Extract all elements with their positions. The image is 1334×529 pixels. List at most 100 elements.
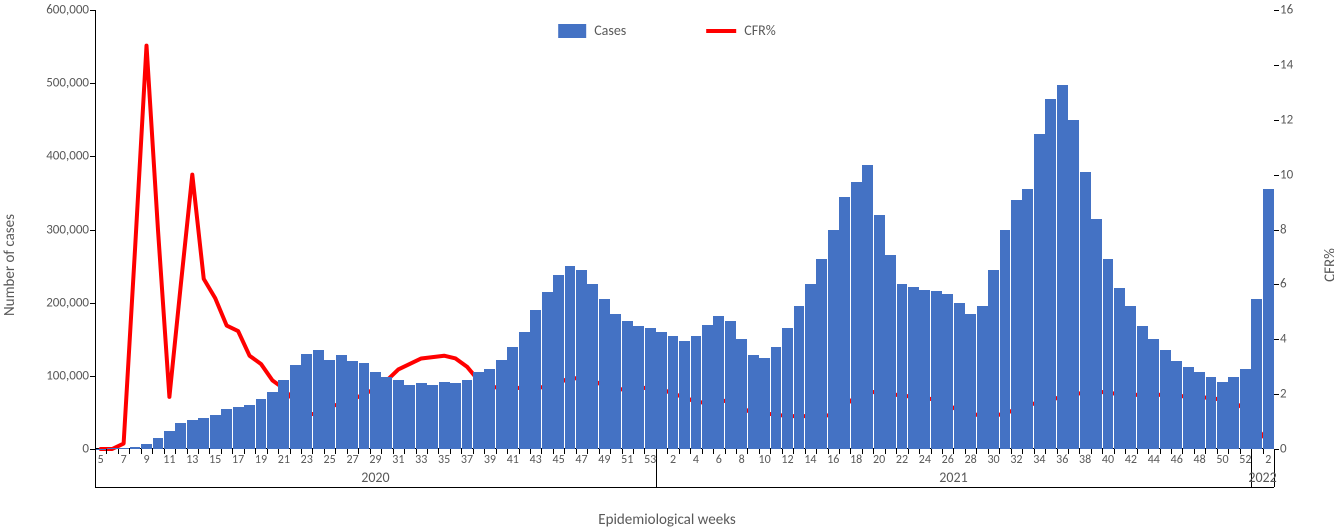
x-tick-mark: [564, 449, 565, 454]
y1-tick-label: 100,000: [46, 368, 95, 383]
x-tick-label: 25: [324, 449, 336, 467]
case-bar: [1045, 99, 1056, 449]
x-tick-label: 4: [693, 449, 699, 467]
case-bar: [301, 354, 312, 449]
x-tick-label: 50: [1216, 449, 1228, 467]
case-bar: [107, 448, 118, 449]
case-bar: [874, 215, 885, 449]
case-bar: [416, 383, 427, 449]
x-tick-label: 26: [942, 449, 954, 467]
x-tick-mark: [770, 449, 771, 454]
case-bar: [1011, 200, 1022, 449]
x-tick-mark: [198, 449, 199, 454]
case-bar: [759, 358, 770, 449]
case-bar: [1228, 377, 1239, 449]
case-bar: [530, 310, 541, 449]
y2-tick-mark: [1274, 339, 1279, 340]
x-tick-label: 44: [1148, 449, 1160, 467]
case-bar: [542, 292, 553, 449]
case-bar: [336, 355, 347, 449]
x-tick-mark: [427, 449, 428, 454]
x-tick-label: 21: [278, 449, 290, 467]
x-tick-label: 17: [232, 449, 244, 467]
case-bar: [965, 314, 976, 449]
x-tick-mark: [976, 449, 977, 454]
case-bar: [851, 182, 862, 449]
x-tick-mark: [908, 449, 909, 454]
y1-tick-label: 600,000: [46, 3, 95, 18]
x-tick-mark: [541, 449, 542, 454]
case-bar: [290, 365, 301, 449]
x-tick-label: 7: [121, 449, 127, 467]
case-bar: [267, 392, 278, 449]
case-bar: [587, 284, 598, 449]
y1-tick-mark: [90, 83, 95, 84]
case-bar: [713, 316, 724, 449]
case-bar: [668, 336, 679, 449]
case-bar: [187, 420, 198, 449]
x-group-baseline: [95, 487, 1274, 488]
case-bar: [324, 360, 335, 449]
x-tick-label: 32: [1010, 449, 1022, 467]
case-bar: [1057, 85, 1068, 449]
case-bar: [130, 447, 141, 449]
case-bar: [1034, 134, 1045, 449]
case-bar: [462, 380, 473, 450]
case-bar: [610, 314, 621, 449]
case-bar: [805, 284, 816, 449]
x-tick-label: 15: [209, 449, 221, 467]
case-bar: [221, 409, 232, 449]
x-tick-label: 29: [369, 449, 381, 467]
case-bar: [691, 336, 702, 449]
case-bar: [313, 350, 324, 449]
case-bar: [484, 369, 495, 449]
case-bar: [679, 341, 690, 449]
case-bar: [473, 372, 484, 449]
y2-tick-mark: [1274, 65, 1279, 66]
case-bar: [1171, 361, 1182, 449]
x-tick-label: 28: [965, 449, 977, 467]
case-bar: [1068, 120, 1079, 449]
x-tick-label: 33: [415, 449, 427, 467]
x-tick-mark: [610, 449, 611, 454]
x-tick-label: 45: [552, 449, 564, 467]
y1-tick-mark: [90, 10, 95, 11]
case-bar: [347, 361, 358, 449]
x-tick-mark: [450, 449, 451, 454]
y2-tick-mark: [1274, 284, 1279, 285]
x-tick-label: 22: [896, 449, 908, 467]
x-tick-mark: [221, 449, 222, 454]
case-bar: [164, 431, 175, 449]
x-tick-label: 37: [461, 449, 473, 467]
case-bar: [256, 399, 267, 449]
case-bar: [1183, 367, 1194, 449]
case-bar: [1148, 339, 1159, 449]
x-tick-mark: [267, 449, 268, 454]
case-bar: [919, 290, 930, 450]
case-bar: [1251, 299, 1262, 449]
case-bar: [507, 347, 518, 449]
x-tick-mark: [129, 449, 130, 454]
case-bar: [736, 339, 747, 449]
x-tick-mark: [1182, 449, 1183, 454]
x-tick-mark: [404, 449, 405, 454]
case-bar: [748, 355, 759, 449]
case-bar: [656, 332, 667, 449]
case-bar: [885, 255, 896, 449]
x-tick-mark: [667, 449, 668, 454]
case-bar: [908, 287, 919, 449]
case-bar: [1103, 259, 1114, 449]
x-tick-mark: [999, 449, 1000, 454]
x-tick-label: 46: [1171, 449, 1183, 467]
x-tick-label: 2: [670, 449, 676, 467]
x-tick-mark: [587, 449, 588, 454]
x-tick-label: 49: [598, 449, 610, 467]
case-bar: [210, 415, 221, 449]
x-tick-mark: [106, 449, 107, 454]
x-tick-label: 19: [255, 449, 267, 467]
x-tick-mark: [1091, 449, 1092, 454]
case-bar: [828, 230, 839, 450]
x-tick-label: 39: [484, 449, 496, 467]
x-tick-mark: [885, 449, 886, 454]
x-tick-label: 52: [1239, 449, 1251, 467]
